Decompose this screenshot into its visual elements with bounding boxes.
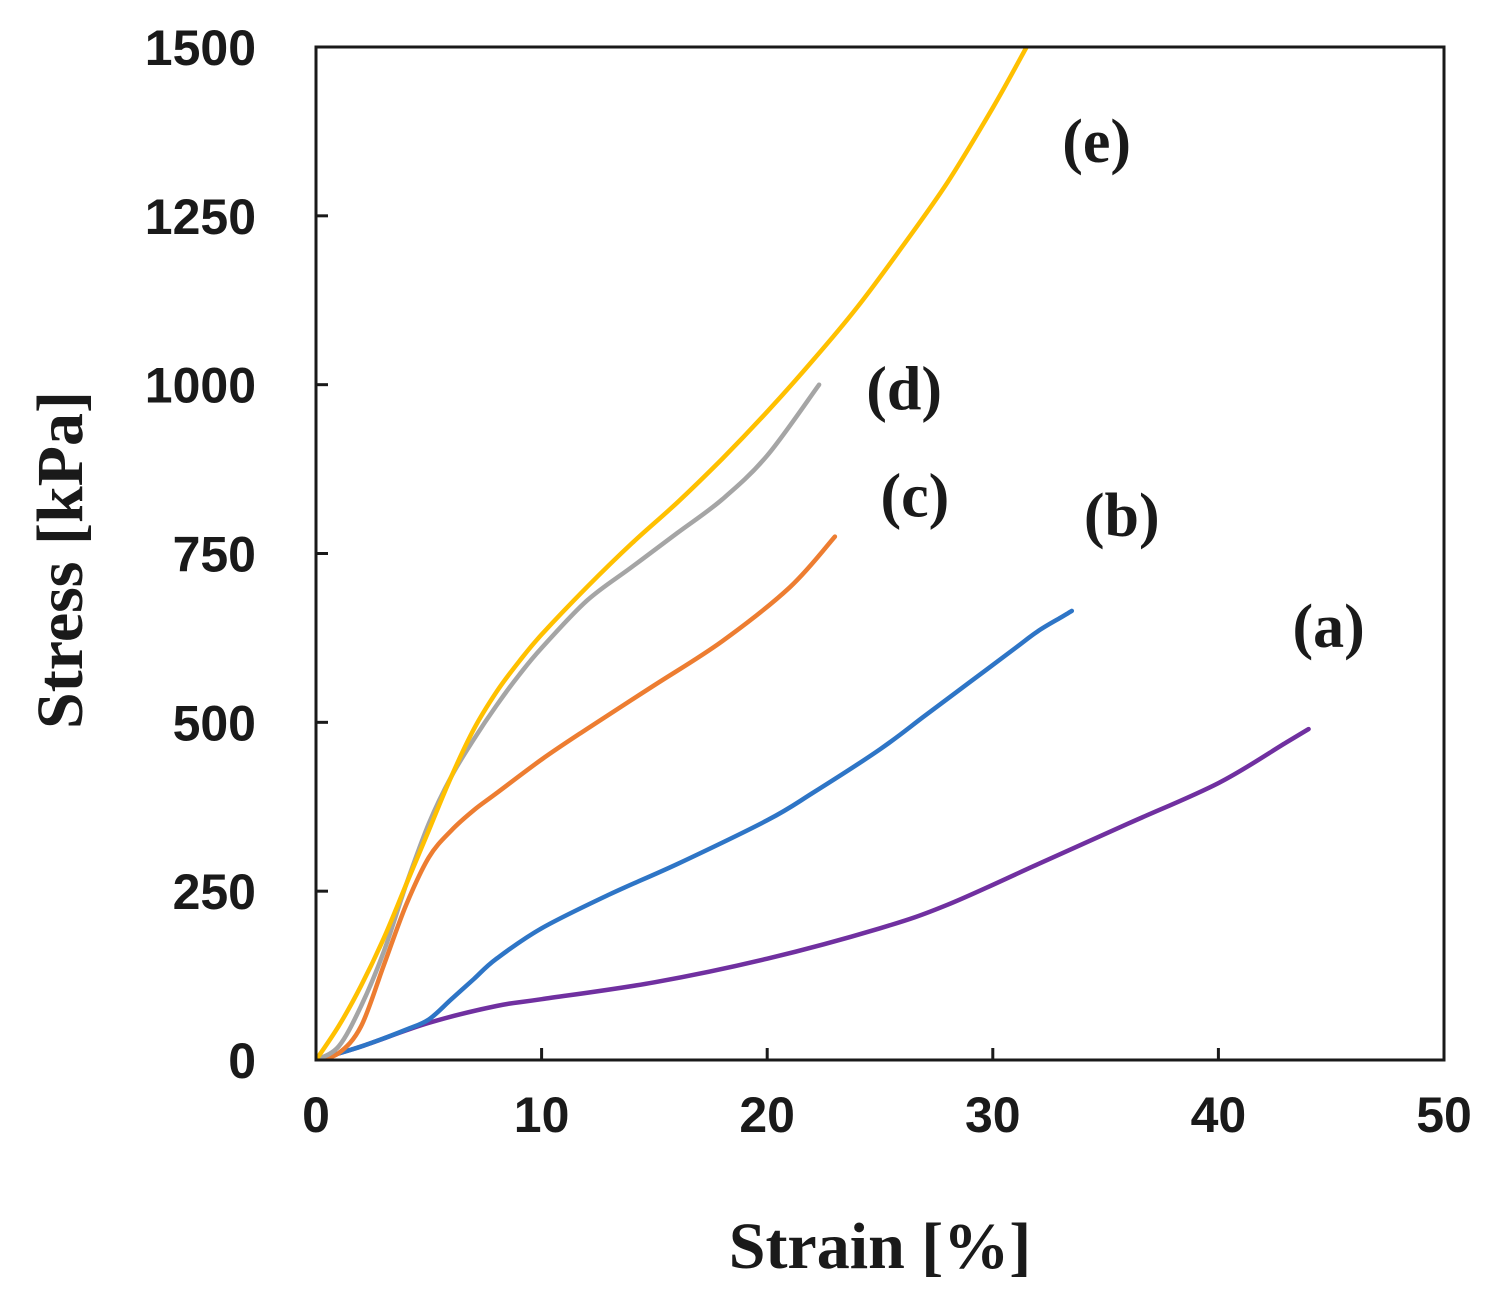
series-line-b xyxy=(316,608,1075,1060)
y-tick-label: 0 xyxy=(228,1033,256,1089)
x-axis-title: Strain [%] xyxy=(729,1210,1031,1283)
x-tick-label: 20 xyxy=(739,1087,795,1143)
y-tick-label: 1000 xyxy=(145,358,256,414)
series-label-c: (c) xyxy=(880,463,949,531)
x-tick-label: 10 xyxy=(514,1087,570,1143)
y-tick-label: 500 xyxy=(173,695,256,751)
series-label-a: (a) xyxy=(1292,593,1364,661)
plot-frame xyxy=(314,45,1446,1062)
series-label-e: (e) xyxy=(1062,108,1131,176)
y-axis-title: Stress [kPa] xyxy=(24,391,97,729)
y-tick-label: 250 xyxy=(173,864,256,920)
series-lines xyxy=(316,47,1311,1060)
series-label-d: (d) xyxy=(866,356,942,424)
series-labels: (a) (b) (c) (d) (e) xyxy=(866,108,1365,661)
x-tick-label: 30 xyxy=(965,1087,1021,1143)
x-tick-label: 50 xyxy=(1416,1087,1472,1143)
y-tick-label: 1250 xyxy=(145,189,256,245)
series-line-c xyxy=(316,534,838,1060)
y-tick-label: 750 xyxy=(173,527,256,583)
x-tick-label: 40 xyxy=(1191,1087,1247,1143)
y-tick-label: 1500 xyxy=(145,20,256,76)
series-line-a xyxy=(316,726,1311,1060)
series-line-d xyxy=(316,382,822,1060)
series-line-e xyxy=(316,47,1029,1060)
series-label-b: (b) xyxy=(1084,482,1160,550)
x-tick-label: 0 xyxy=(302,1087,330,1143)
